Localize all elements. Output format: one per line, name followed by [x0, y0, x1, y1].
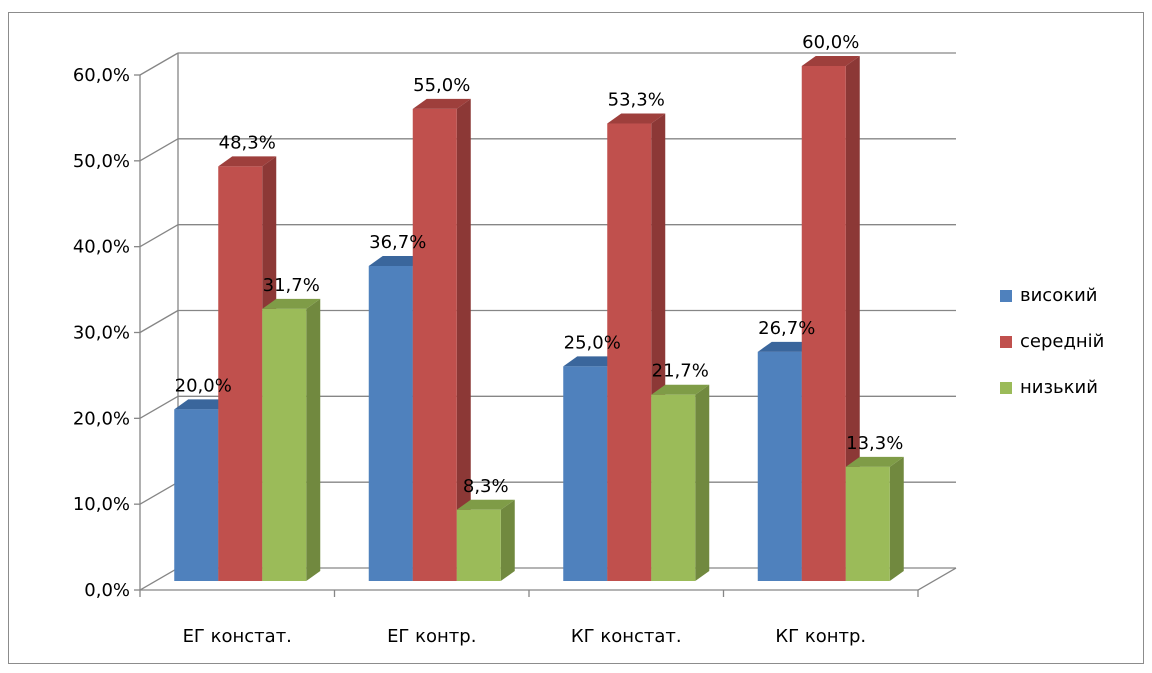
- legend: високий середній низький: [1000, 285, 1104, 398]
- bar: [651, 394, 696, 581]
- gridline-diagonal: [139, 138, 179, 162]
- bar: [174, 409, 219, 581]
- bar-side: [500, 499, 515, 581]
- gridline-diagonal: [139, 52, 179, 76]
- legend-swatch: [1000, 382, 1012, 394]
- bar: [262, 308, 307, 581]
- bar-side: [889, 456, 904, 581]
- x-tick-label: ЕГ контр.: [387, 626, 476, 647]
- bar: [218, 166, 263, 582]
- bar-top: [262, 298, 321, 309]
- gridline-diagonal: [139, 309, 179, 334]
- bar: [456, 509, 501, 581]
- legend-label: середній: [1020, 331, 1104, 352]
- bar: [801, 66, 846, 581]
- bar: [412, 108, 457, 582]
- data-label: 8,3%: [463, 476, 509, 497]
- gridline-diagonal: [139, 567, 179, 591]
- data-label: 13,3%: [846, 433, 903, 454]
- data-label: 21,7%: [652, 361, 709, 382]
- data-label: 48,3%: [219, 132, 276, 153]
- bar-top: [757, 341, 816, 352]
- floor-right-edge: [917, 567, 957, 591]
- bar-top: [845, 456, 904, 467]
- y-tick-label: 0,0%: [84, 580, 130, 601]
- gridline-diagonal: [139, 395, 179, 419]
- bar: [368, 265, 413, 581]
- bar-top: [174, 399, 233, 410]
- data-label: 20,0%: [175, 375, 232, 396]
- bar-side: [845, 56, 860, 581]
- data-label: 60,0%: [802, 32, 859, 53]
- bar-top: [368, 255, 427, 266]
- bar: [845, 466, 890, 581]
- data-label: 53,3%: [608, 90, 665, 111]
- y-tick-label: 30,0%: [73, 323, 130, 344]
- data-labels: 20,0% 48,3% 31,7% 36,7% 55,0% 8,3% 25,0% 53,3% 2…: [175, 32, 904, 497]
- bars: [174, 56, 904, 582]
- chart-frame: [8, 12, 1144, 664]
- x-tick-label: КГ контр.: [775, 626, 866, 647]
- bar-top: [456, 499, 515, 510]
- bar-side: [456, 98, 471, 582]
- bar-top: [607, 113, 666, 124]
- bar: [757, 351, 802, 581]
- data-label: 25,0%: [564, 332, 621, 353]
- bar-top: [801, 56, 860, 66]
- y-tick-label: 20,0%: [73, 408, 130, 429]
- gridline-diagonal: [139, 481, 179, 505]
- data-label: 55,0%: [413, 75, 470, 96]
- data-label: 36,7%: [369, 232, 426, 253]
- y-tick-label: 60,0%: [73, 65, 130, 86]
- x-tick-label: КГ констат.: [571, 626, 682, 647]
- bar-side: [695, 384, 710, 581]
- bar-top: [651, 384, 710, 395]
- y-tick-label: 10,0%: [73, 494, 130, 515]
- bar: [563, 366, 608, 581]
- bar-top: [563, 356, 622, 367]
- legend-label: високий: [1020, 285, 1097, 306]
- y-tick-label: 40,0%: [73, 237, 130, 258]
- bar: [607, 123, 652, 581]
- legend-label: низький: [1020, 377, 1098, 398]
- bar-side: [306, 298, 321, 581]
- axes: 0,0% 10,0% 20,0% 30,0% 40,0% 50,0% 60,0% ЕГ кон…: [73, 53, 957, 647]
- y-tick-label: 50,0%: [73, 151, 130, 172]
- gridline-diagonal: [139, 224, 179, 248]
- bar-top: [218, 156, 277, 167]
- data-label: 26,7%: [758, 318, 815, 339]
- data-label: 31,7%: [263, 275, 320, 296]
- legend-swatch: [1000, 336, 1012, 348]
- x-tick-label: ЕГ констат.: [183, 626, 292, 647]
- legend-swatch: [1000, 290, 1012, 302]
- bar-top: [412, 98, 471, 109]
